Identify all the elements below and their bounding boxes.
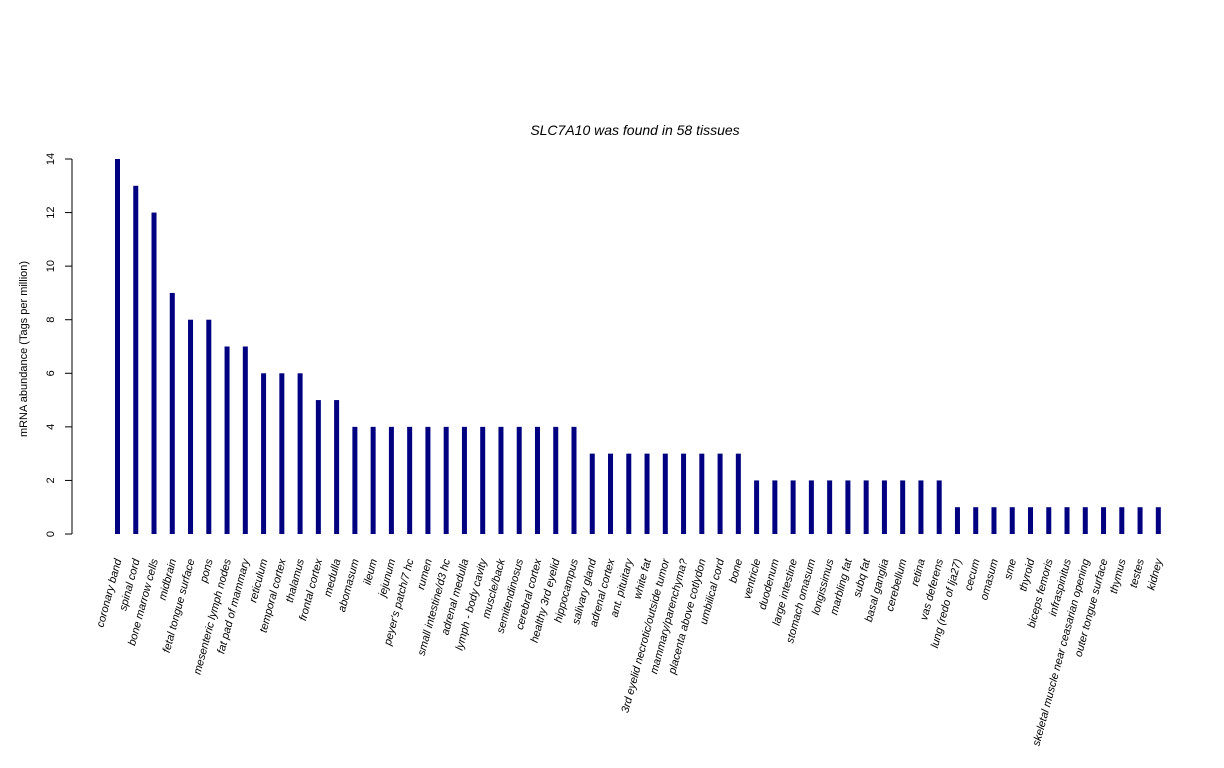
bar [1119, 507, 1125, 534]
bar [1009, 507, 1015, 534]
bar [699, 453, 705, 534]
bars-group [115, 159, 1161, 535]
bar [918, 480, 924, 534]
x-tick-label: ileum [362, 558, 380, 587]
bar [754, 480, 760, 534]
y-tick-label: 12 [45, 206, 57, 218]
x-tick-label: thyroid [1017, 557, 1037, 593]
x-tick-label: pons [198, 557, 216, 585]
x-tick-label: bone [727, 558, 745, 585]
bar [954, 507, 960, 534]
x-tick-label: thymus [1108, 557, 1129, 595]
y-tick-label: 0 [45, 531, 57, 537]
bar [498, 426, 504, 534]
bar [279, 373, 285, 534]
bar [1028, 507, 1033, 534]
bar [151, 212, 157, 534]
x-tick-label: sme [1002, 558, 1019, 581]
x-tick-label: rumen [415, 558, 435, 591]
bar [480, 426, 486, 534]
bar [242, 346, 248, 534]
bar [516, 426, 522, 534]
x-tick-label: retina [909, 558, 928, 588]
bar [608, 453, 614, 534]
chart-title: SLC7A10 was found in 58 tissues [530, 122, 739, 138]
bar [553, 426, 559, 534]
bar [407, 426, 413, 534]
y-axis-label: mRNA abundance (Tags per million) [18, 261, 30, 437]
bar [936, 480, 942, 534]
x-tick-label: omasum [978, 558, 1001, 602]
x-tick-label: cecum [963, 558, 983, 592]
bar [1137, 507, 1143, 534]
bar [352, 426, 358, 534]
bar [845, 480, 851, 534]
bar [115, 159, 120, 534]
bar [1046, 507, 1052, 534]
bar [534, 426, 540, 534]
y-axis: 0 2 4 6 8 10 12 14 [45, 153, 73, 537]
y-tick-label: 6 [45, 370, 57, 376]
bar [388, 426, 394, 534]
bar [1082, 507, 1088, 534]
bar [644, 453, 650, 534]
bar [790, 480, 796, 534]
bar [772, 480, 778, 534]
bar [681, 453, 687, 534]
bar [662, 453, 668, 534]
bar [973, 507, 979, 534]
bar [827, 480, 833, 534]
bar [1101, 507, 1107, 534]
x-tick-label: testes [1128, 557, 1147, 589]
x-tick-label: coronary band [95, 557, 125, 629]
bar [206, 319, 212, 534]
bar [315, 400, 321, 534]
bar [626, 453, 632, 534]
bar [717, 453, 723, 534]
y-tick-label: 2 [45, 477, 57, 483]
bar [334, 400, 340, 534]
bar [461, 426, 467, 534]
bar [735, 453, 741, 534]
y-tick-label: 14 [45, 153, 57, 165]
bar [133, 185, 139, 535]
y-tick-label: 4 [45, 424, 57, 430]
bar [169, 292, 175, 534]
bar [808, 480, 814, 534]
bar [881, 480, 887, 534]
bar [370, 426, 376, 534]
bar [589, 453, 595, 534]
bar [900, 480, 906, 534]
bar [261, 373, 267, 534]
bar [863, 480, 869, 534]
y-tick-label: 10 [45, 260, 57, 272]
bar [1155, 507, 1161, 534]
bar [443, 426, 449, 534]
bar [188, 319, 194, 534]
y-tick-label: 8 [45, 317, 57, 323]
bar [1064, 507, 1070, 534]
bar [571, 426, 577, 534]
bar [425, 426, 431, 534]
x-tick-label: kidney [1145, 556, 1165, 591]
bar [991, 507, 997, 534]
bar [297, 373, 303, 534]
bar [224, 346, 230, 534]
